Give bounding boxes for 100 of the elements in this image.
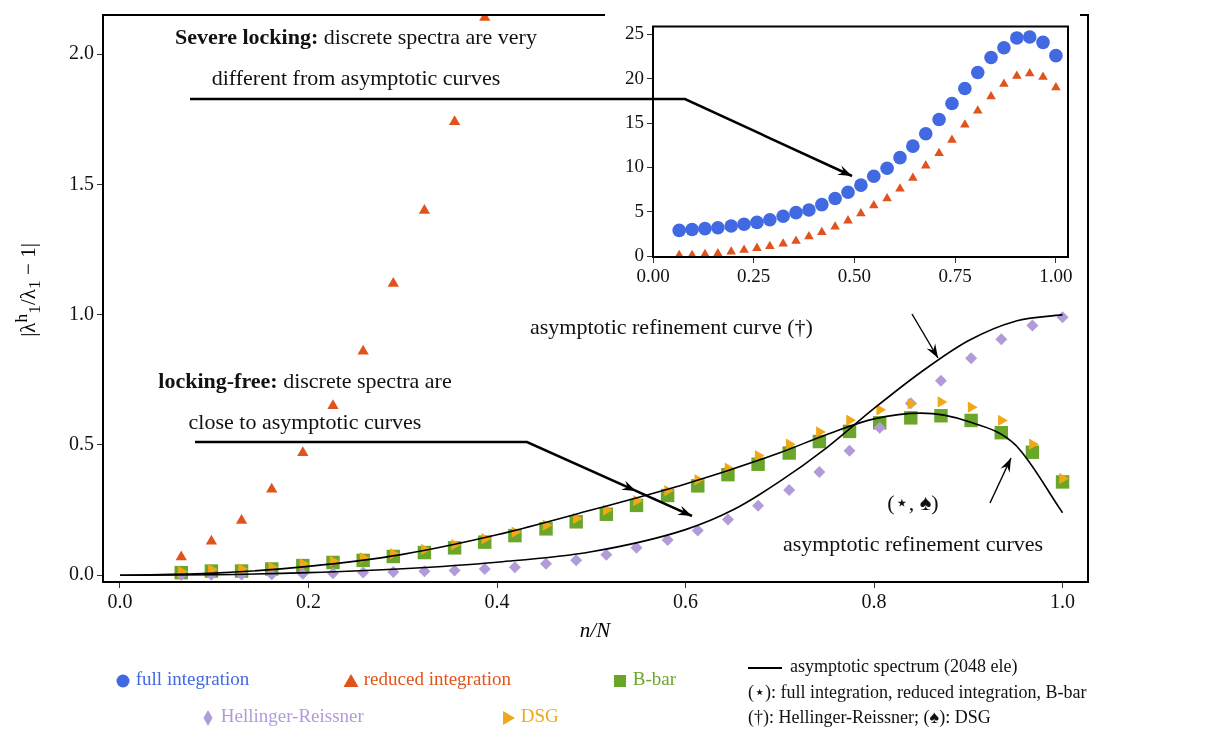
point (997, 40, 1011, 55)
point (947, 134, 957, 143)
point (721, 513, 734, 526)
point (934, 374, 947, 387)
point (873, 421, 886, 434)
legend-label: asymptotic spectrum (2048 ele) (789, 656, 1018, 677)
point (813, 466, 826, 479)
point (685, 222, 699, 237)
point (1010, 31, 1024, 45)
y-tick-label: 5 (634, 199, 644, 221)
point (418, 203, 431, 214)
point (906, 139, 920, 153)
point (785, 438, 796, 450)
point (327, 399, 339, 410)
x-tick-label: 0.25 (737, 265, 771, 287)
point (1012, 70, 1022, 79)
x-tick-label: 0.0 (107, 590, 133, 613)
point (448, 564, 461, 577)
point (986, 90, 996, 100)
point (739, 244, 749, 253)
annotation: locking-free: discrete spectra are close to asymptotic curves (157, 367, 453, 436)
x-tick-label: 0.6 (673, 590, 699, 613)
x-tick-label: 0.50 (837, 265, 872, 287)
text: (†): Hellinger-Reissner; (♠): DSG (748, 706, 992, 728)
point (972, 105, 983, 114)
point (867, 169, 881, 184)
point (967, 401, 978, 413)
point (1022, 30, 1037, 44)
point (932, 112, 946, 127)
point (750, 215, 764, 230)
legend-label: Hellinger-Reissner (219, 705, 364, 727)
point (937, 396, 948, 408)
point (572, 512, 583, 525)
y-tick-label: 10 (625, 155, 644, 177)
point (828, 191, 842, 206)
y-tick-label: 0 (634, 244, 644, 266)
point (984, 50, 998, 65)
point (698, 221, 712, 236)
point (661, 534, 674, 547)
point (763, 212, 777, 227)
y-tick-label: 20 (625, 66, 644, 88)
point (816, 426, 826, 438)
x-tick-label: 0.75 (938, 265, 972, 287)
point (603, 504, 613, 516)
point (1059, 472, 1070, 485)
point (387, 276, 399, 287)
point (765, 240, 775, 250)
point (540, 557, 553, 570)
text: (⋆): full integration, reduced integration, B-bar (748, 681, 1088, 703)
annotation: (⋆, ♠) asymptotic refinement curves (781, 489, 1045, 558)
point (830, 221, 840, 230)
point (945, 96, 959, 111)
point (1024, 67, 1035, 77)
point (726, 246, 736, 255)
point (724, 219, 738, 233)
point (817, 226, 827, 235)
x-tick-label: 0.8 (861, 590, 887, 613)
point (175, 550, 187, 561)
point (357, 344, 369, 355)
x-tick-label: 0.4 (484, 590, 510, 613)
point (999, 78, 1009, 87)
point (934, 147, 944, 156)
point (754, 449, 765, 462)
y-tick-label: 25 (625, 22, 644, 44)
point (1038, 71, 1048, 80)
point (448, 115, 461, 126)
legend-label: DSG (519, 705, 559, 727)
point (1026, 319, 1039, 332)
annotation: asymptotic refinement curve (†) (530, 313, 814, 341)
legend-label: reduced integration (362, 668, 511, 690)
point (856, 208, 866, 217)
point (893, 150, 907, 165)
point (711, 220, 725, 235)
point (508, 561, 521, 574)
point (960, 119, 970, 128)
x-axis-title: n/N (579, 618, 611, 643)
y-tick-label: 2.0 (69, 41, 94, 64)
annotation: Severe locking: discrete spectra are very different from asymptotic curves (174, 23, 538, 92)
point (815, 197, 829, 212)
point (297, 446, 309, 457)
y-tick-label: 0.5 (69, 432, 94, 455)
point (841, 185, 855, 200)
y-tick-label: 1.5 (69, 171, 94, 194)
point (846, 414, 857, 426)
point (843, 444, 856, 457)
point (1029, 438, 1039, 450)
point (854, 178, 868, 192)
point (789, 205, 803, 220)
point (418, 565, 431, 578)
point (570, 554, 583, 567)
point (776, 209, 790, 223)
point (737, 217, 751, 231)
point (691, 524, 704, 537)
y-tick-label: 0.0 (69, 562, 94, 585)
point (970, 65, 985, 80)
point (1049, 48, 1063, 63)
point (920, 160, 931, 169)
point (998, 414, 1008, 427)
point (965, 352, 978, 365)
point (908, 172, 918, 181)
